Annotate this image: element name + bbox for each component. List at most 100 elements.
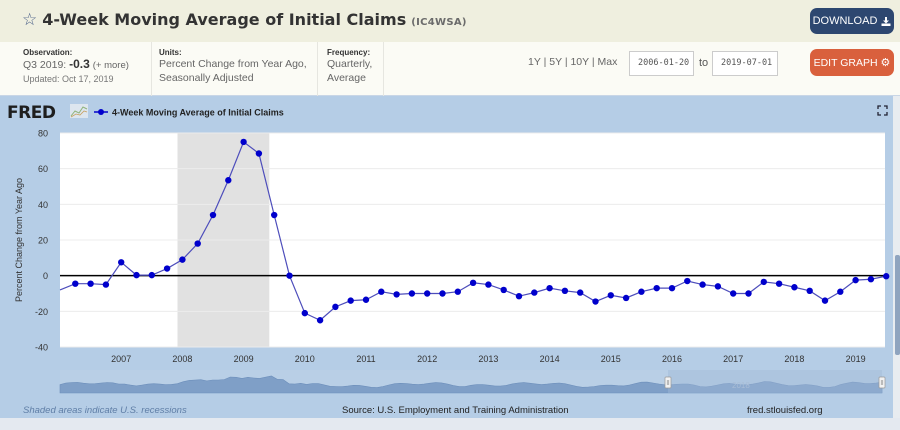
- legend-label: 4-Week Moving Average of Initial Claims: [112, 108, 284, 118]
- fred-logo-chart-line: [70, 110, 88, 118]
- range-max[interactable]: Max: [597, 56, 618, 68]
- updated-date: Updated: Oct 17, 2019: [23, 74, 114, 84]
- observation-more-link[interactable]: (+ more): [92, 60, 129, 71]
- units-block: Units: Percent Change from Year Ago, Sea…: [152, 42, 318, 96]
- data-point[interactable]: [806, 287, 813, 295]
- scrollbar-thumb[interactable]: [895, 255, 900, 355]
- data-point[interactable]: [791, 284, 798, 291]
- x-tick-label: 2008: [172, 354, 192, 364]
- data-point[interactable]: [102, 281, 110, 288]
- data-point[interactable]: [194, 240, 201, 247]
- observation-block: Observation: Q3 2019: -0.3 (+ more) Upda…: [0, 42, 152, 96]
- data-point[interactable]: [179, 256, 186, 263]
- data-point[interactable]: [745, 290, 752, 297]
- range-10y[interactable]: 10Y: [570, 56, 589, 68]
- range-1y[interactable]: 1Y: [528, 56, 541, 68]
- data-point[interactable]: [240, 138, 247, 146]
- x-tick-label: 2014: [540, 354, 560, 364]
- x-tick-label: 2011: [356, 354, 375, 364]
- fred-logo-text: FRED: [7, 103, 56, 123]
- download-button[interactable]: DOWNLOAD: [810, 8, 894, 34]
- page-title: 4-Week Moving Average of Initial Claims: [42, 10, 407, 29]
- fred-url[interactable]: fred.stlouisfed.org: [747, 405, 823, 416]
- units-line1: Percent Change from Year Ago,: [159, 58, 307, 70]
- data-point[interactable]: [775, 280, 783, 287]
- data-point[interactable]: [469, 279, 477, 286]
- data-point[interactable]: [638, 288, 645, 295]
- data-point[interactable]: [87, 280, 94, 287]
- data-point[interactable]: [148, 271, 155, 279]
- fullscreen-icon[interactable]: [877, 105, 888, 116]
- data-point[interactable]: [607, 292, 614, 299]
- navigator-selection[interactable]: [668, 370, 882, 393]
- data-point[interactable]: [485, 281, 492, 288]
- data-point[interactable]: [362, 296, 370, 303]
- data-point[interactable]: [424, 290, 431, 297]
- data-point[interactable]: [852, 276, 859, 284]
- data-point[interactable]: [684, 277, 691, 285]
- data-point[interactable]: [622, 294, 630, 302]
- legend[interactable]: 4-Week Moving Average of Initial Claims: [94, 108, 284, 118]
- data-point[interactable]: [668, 284, 676, 292]
- data-point[interactable]: [316, 317, 324, 324]
- data-point[interactable]: [515, 292, 523, 300]
- data-point[interactable]: [301, 309, 308, 317]
- data-point[interactable]: [730, 290, 737, 297]
- y-tick-label: -40: [35, 343, 48, 353]
- data-point[interactable]: [225, 177, 232, 184]
- data-point[interactable]: [209, 211, 217, 219]
- data-point[interactable]: [577, 289, 584, 296]
- frequency-block: Frequency: Quarterly, Average: [318, 42, 384, 96]
- data-point[interactable]: [255, 150, 263, 157]
- data-point[interactable]: [883, 273, 890, 280]
- x-tick-label: 2010: [295, 354, 315, 364]
- frequency-line2: Average: [327, 72, 366, 84]
- star-icon[interactable]: ☆: [22, 10, 38, 30]
- frequency-line1: Quarterly,: [327, 58, 373, 70]
- range-5y[interactable]: 5Y: [549, 56, 562, 68]
- end-date-input[interactable]: 2019-07-01: [712, 51, 778, 76]
- data-point[interactable]: [837, 288, 844, 295]
- x-tick-label: 2016: [662, 354, 682, 364]
- y-axis-label: Percent Change from Year Ago: [14, 178, 24, 302]
- data-point[interactable]: [531, 289, 538, 296]
- download-label: DOWNLOAD: [812, 15, 878, 27]
- data-point[interactable]: [592, 298, 599, 305]
- data-point[interactable]: [378, 288, 385, 295]
- data-point[interactable]: [408, 290, 416, 297]
- start-date-input[interactable]: 2006-01-20: [629, 51, 694, 76]
- data-point[interactable]: [760, 278, 767, 286]
- x-tick-label: 2013: [478, 354, 498, 364]
- data-point[interactable]: [286, 272, 293, 279]
- range-separator: |: [543, 56, 547, 68]
- navigator-handle[interactable]: [664, 376, 672, 389]
- data-point[interactable]: [72, 280, 79, 287]
- data-point[interactable]: [653, 284, 660, 292]
- units-label: Units:: [159, 48, 182, 57]
- data-point[interactable]: [439, 290, 446, 297]
- data-point[interactable]: [332, 303, 339, 311]
- data-point[interactable]: [118, 259, 125, 266]
- data-point[interactable]: [714, 283, 722, 290]
- data-point[interactable]: [561, 287, 569, 295]
- series-id: (IC4WSA): [411, 17, 467, 28]
- data-point[interactable]: [500, 286, 507, 294]
- data-point[interactable]: [271, 211, 278, 219]
- data-point[interactable]: [546, 284, 553, 292]
- data-point[interactable]: [393, 291, 400, 298]
- y-tick-label: 0: [43, 271, 48, 281]
- data-point[interactable]: [454, 288, 461, 295]
- data-point[interactable]: [133, 271, 140, 279]
- x-tick-label: 2015: [601, 354, 621, 364]
- navigator-handle[interactable]: [878, 376, 886, 389]
- recession-note: Shaded areas indicate U.S. recessions: [23, 405, 187, 416]
- data-point[interactable]: [821, 297, 829, 304]
- edit-graph-button[interactable]: EDIT GRAPH ⚙: [810, 49, 894, 76]
- data-point[interactable]: [699, 281, 706, 288]
- data-point[interactable]: [867, 276, 875, 283]
- title-bar: ☆ 4-Week Moving Average of Initial Claim…: [0, 0, 900, 42]
- data-point[interactable]: [347, 297, 354, 304]
- fred-logo: FRED: [7, 103, 88, 123]
- data-point[interactable]: [163, 265, 171, 272]
